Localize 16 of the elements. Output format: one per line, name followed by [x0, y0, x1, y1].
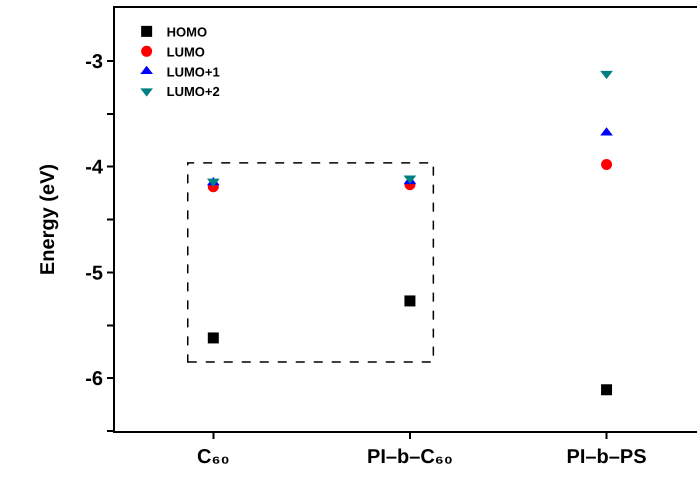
- point: [601, 384, 612, 396]
- point: [601, 159, 612, 170]
- x-tick-label: PI–b–PS: [566, 446, 647, 468]
- x-tick-label: C₆₀: [197, 446, 230, 468]
- y-tick-label: -3: [85, 50, 103, 73]
- legend-label: LUMO: [166, 44, 205, 60]
- legend-label: LUMO+1: [166, 64, 220, 80]
- x-tick-label: PI–b–C₆₀: [366, 446, 453, 468]
- legend-label: LUMO+2: [166, 84, 220, 100]
- y-axis-title: Energy (eV): [37, 164, 60, 276]
- point: [208, 332, 219, 344]
- y-tick-label: -6: [85, 368, 103, 390]
- point: [404, 295, 416, 306]
- y-tick-label: -4: [85, 156, 104, 179]
- legend-label: HOMO: [166, 24, 208, 40]
- y-tick-label: -5: [85, 262, 103, 284]
